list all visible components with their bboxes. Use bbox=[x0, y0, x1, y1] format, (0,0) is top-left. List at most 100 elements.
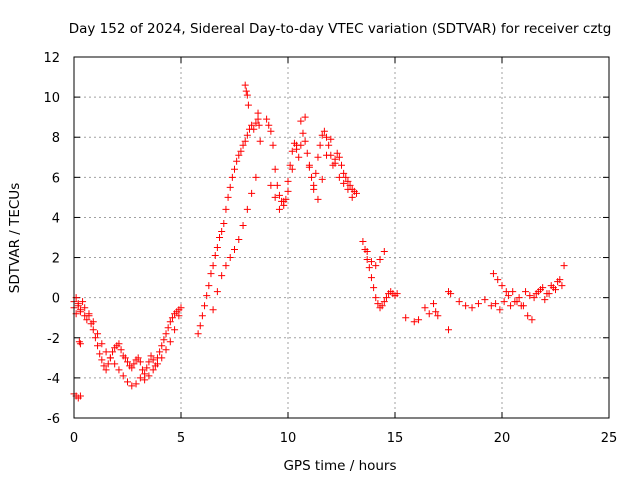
data-point bbox=[177, 304, 185, 312]
y-tick-label: 2 bbox=[52, 252, 60, 267]
data-points bbox=[70, 81, 568, 402]
data-point bbox=[235, 236, 243, 244]
data-point bbox=[241, 81, 249, 89]
data-point bbox=[141, 370, 149, 378]
x-tick-label: 5 bbox=[177, 431, 185, 446]
data-point bbox=[145, 372, 153, 380]
data-point bbox=[166, 338, 174, 346]
tick-labels: 0 5 10 15 20 25 -6 -4 -2 0 2 4 6 8 10 12 bbox=[43, 51, 617, 446]
y-tick-label: 12 bbox=[43, 51, 60, 66]
data-point bbox=[209, 306, 217, 314]
data-point bbox=[511, 298, 519, 306]
data-point bbox=[494, 276, 502, 284]
data-point bbox=[94, 342, 102, 350]
data-point bbox=[228, 173, 236, 181]
data-point bbox=[316, 141, 324, 149]
data-point bbox=[136, 374, 144, 382]
data-point bbox=[537, 286, 545, 294]
data-point bbox=[496, 306, 504, 314]
data-point bbox=[344, 177, 352, 185]
data-point bbox=[335, 153, 343, 161]
x-tick-label: 15 bbox=[387, 431, 404, 446]
data-point bbox=[335, 173, 343, 181]
data-point bbox=[79, 298, 87, 306]
data-point bbox=[370, 284, 378, 292]
data-point bbox=[314, 195, 322, 203]
data-point bbox=[346, 181, 354, 189]
data-point bbox=[222, 262, 230, 270]
data-point bbox=[166, 318, 174, 326]
data-point bbox=[248, 121, 256, 129]
data-point bbox=[554, 278, 562, 286]
data-point bbox=[474, 300, 482, 308]
chart-title: Day 152 of 2024, Sidereal Day-to-day VTE… bbox=[69, 21, 612, 37]
data-point bbox=[481, 296, 489, 304]
data-point bbox=[218, 227, 226, 235]
data-point bbox=[213, 244, 221, 252]
data-point bbox=[74, 302, 82, 310]
data-point bbox=[254, 109, 262, 117]
data-point bbox=[141, 376, 149, 384]
data-point bbox=[96, 350, 104, 358]
data-point bbox=[242, 87, 250, 95]
data-point bbox=[132, 380, 140, 388]
data-point bbox=[498, 282, 506, 290]
x-tick-label: 25 bbox=[601, 431, 618, 446]
y-tick-label: -6 bbox=[47, 412, 60, 427]
data-point bbox=[338, 161, 345, 169]
data-point bbox=[124, 358, 131, 366]
data-point bbox=[143, 364, 151, 372]
data-point bbox=[305, 163, 313, 171]
data-point bbox=[102, 348, 110, 356]
data-point bbox=[526, 292, 534, 300]
x-tick-label: 0 bbox=[70, 431, 78, 446]
data-point bbox=[301, 113, 309, 121]
data-point bbox=[363, 248, 371, 256]
data-point bbox=[541, 296, 549, 304]
data-point bbox=[492, 300, 500, 308]
data-point bbox=[376, 256, 384, 264]
data-point bbox=[530, 294, 538, 302]
data-point bbox=[434, 312, 442, 320]
data-point bbox=[241, 137, 249, 145]
data-point bbox=[468, 304, 476, 312]
data-point bbox=[145, 358, 153, 366]
data-point bbox=[286, 161, 294, 169]
y-tick-label: 4 bbox=[52, 211, 60, 226]
data-point bbox=[271, 193, 279, 201]
data-point bbox=[104, 360, 112, 368]
y-tick-label: -4 bbox=[47, 372, 60, 387]
data-point bbox=[250, 125, 258, 133]
data-point bbox=[299, 129, 307, 137]
data-point bbox=[447, 290, 455, 298]
data-point bbox=[220, 219, 228, 227]
data-point bbox=[98, 340, 106, 348]
data-point bbox=[519, 302, 527, 310]
data-point bbox=[515, 294, 523, 302]
data-point bbox=[297, 117, 305, 125]
data-point bbox=[171, 326, 179, 334]
data-point bbox=[430, 300, 438, 308]
data-point bbox=[280, 197, 288, 205]
data-point bbox=[507, 302, 515, 310]
data-point bbox=[239, 221, 247, 229]
x-axis-label: GPS time / hours bbox=[283, 458, 396, 474]
data-point bbox=[421, 304, 429, 312]
data-point bbox=[211, 252, 219, 260]
data-point bbox=[128, 382, 136, 390]
data-point bbox=[121, 354, 129, 362]
data-point bbox=[284, 177, 292, 185]
data-point bbox=[94, 330, 102, 338]
data-point bbox=[111, 360, 119, 368]
data-point bbox=[196, 322, 204, 330]
data-point bbox=[237, 147, 245, 155]
data-point bbox=[293, 141, 301, 149]
data-point bbox=[265, 121, 273, 129]
data-point bbox=[130, 360, 138, 368]
data-point bbox=[415, 316, 423, 324]
data-point bbox=[224, 193, 232, 201]
plot-frame bbox=[73, 56, 610, 419]
data-point bbox=[149, 356, 157, 364]
data-point bbox=[301, 137, 309, 145]
